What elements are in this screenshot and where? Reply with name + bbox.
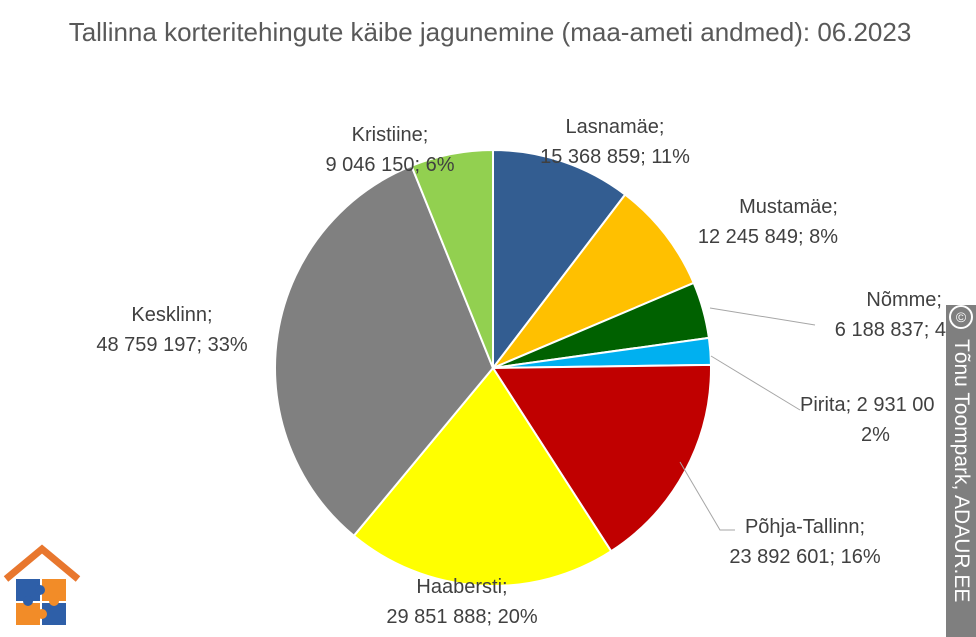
chart-title: Tallinna korteritehingute käibe jagunemi… (68, 17, 912, 47)
label-kristiine-value: 9 046 150; 6% (325, 154, 455, 176)
pie-slice-lasnamäe (492, 149, 627, 369)
logo-knob-1 (35, 585, 45, 595)
label-lasnamae: Lasnamäe; 15 368 859; 11% (510, 112, 720, 172)
logo-piece-2 (42, 579, 66, 601)
pie-slice-haabersti (352, 367, 613, 587)
label-kesklinn-value: 48 759 197; 33% (96, 334, 248, 356)
label-pohja-value: 23 892 601; 16% (729, 546, 881, 568)
label-mustamae-value: 12 245 849; 8% (697, 226, 838, 248)
watermark-bar: © Tõnu Toompark, ADAUR.EE (946, 305, 976, 637)
label-nomme: Nõmme; 6 188 837; 4 (780, 285, 946, 345)
label-pirita-value: 2% (861, 424, 890, 446)
watermark-text: Tõnu Toompark, ADAUR.EE (950, 339, 973, 603)
label-pohja-tallinn: Põhja-Tallinn; 23 892 601; 16% (705, 512, 905, 572)
label-lasnamae-value: 15 368 859; 11% (540, 146, 690, 168)
pie-slice-kesklinn (274, 164, 494, 537)
house-puzzle-logo (3, 544, 81, 625)
logo-piece-4 (42, 603, 66, 625)
label-pirita-name: Pirita; 2 931 00 (800, 394, 935, 416)
label-kristiine-name: Kristiine; (351, 124, 429, 146)
leader-line-pohja (679, 461, 735, 531)
logo-knob-4 (37, 609, 47, 619)
label-haabersti-value: 29 851 888; 20% (386, 606, 538, 628)
logo-roof (3, 544, 81, 582)
label-nomme-value: 6 188 837; 4 (834, 319, 946, 341)
logo-knob-3 (23, 596, 33, 606)
label-pohja-name: Põhja-Tallinn; (744, 516, 866, 538)
label-haabersti-name: Haabersti; (416, 576, 508, 598)
logo-piece-3 (16, 603, 40, 625)
label-mustamae: Mustamäe; 12 245 849; 8% (660, 192, 838, 252)
label-kesklinn-name: Kesklinn; (131, 304, 213, 326)
label-mustamae-name: Mustamäe; (739, 196, 838, 218)
label-lasnamae-name: Lasnamäe; (565, 116, 665, 138)
logo-knob-2 (49, 596, 59, 606)
label-haabersti: Haabersti; 29 851 888; 20% (362, 572, 562, 632)
logo-piece-1 (16, 579, 40, 601)
copyright-icon: © (949, 305, 973, 329)
leader-lines (679, 307, 816, 531)
leader-line-nomme (709, 307, 816, 326)
leader-line-pirita (710, 355, 801, 411)
label-kesklinn: Kesklinn; 48 759 197; 33% (72, 300, 272, 360)
pie-slice-mustamäe (492, 193, 695, 369)
label-kristiine: Kristiine; 9 046 150; 6% (290, 120, 490, 180)
pie-slice-kristiine (410, 149, 494, 369)
label-nomme-name: Nõmme; (866, 289, 942, 311)
watermark: © Tõnu Toompark, ADAUR.EE (946, 305, 976, 637)
label-pirita: Pirita; 2 931 00 2% (800, 390, 946, 450)
